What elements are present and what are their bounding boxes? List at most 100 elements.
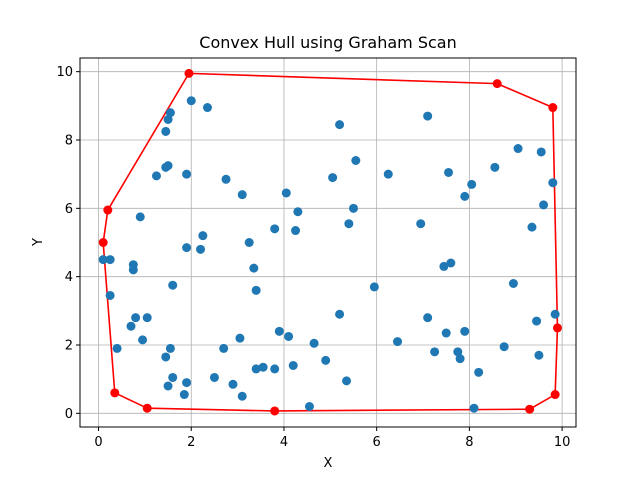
scatter-point <box>393 337 403 347</box>
y-tick-label: 2 <box>65 339 73 354</box>
scatter-point <box>474 367 484 377</box>
scatter-point <box>138 335 148 345</box>
hull-vertex <box>110 388 120 398</box>
scatter-point <box>423 313 433 323</box>
scatter-point <box>293 207 303 217</box>
scatter-point <box>135 212 145 222</box>
scatter-point <box>539 200 549 210</box>
scatter-point <box>235 333 245 343</box>
x-tick-label: 2 <box>187 435 195 450</box>
scatter-point <box>369 282 379 292</box>
scatter-point <box>219 343 229 353</box>
hull-vertex <box>103 205 113 215</box>
scatter-point <box>196 244 206 254</box>
hull-vertex <box>184 68 194 78</box>
hull-vertex <box>142 403 152 413</box>
scatter-point <box>161 352 171 362</box>
scatter-point <box>179 390 189 400</box>
scatter-point <box>328 173 338 183</box>
scatter-point <box>534 350 544 360</box>
scatter-point <box>304 402 314 411</box>
scatter-point <box>198 231 208 241</box>
scatter-point <box>251 285 261 295</box>
scatter-point <box>335 120 345 130</box>
scatter-point <box>444 167 454 177</box>
scatter-point <box>550 309 560 319</box>
x-tick-label: 6 <box>373 435 381 450</box>
hull-vertex <box>270 406 280 416</box>
x-axis-label: X <box>324 456 333 471</box>
scatter-point <box>441 328 451 338</box>
y-tick-label: 0 <box>65 407 73 422</box>
hull-layer <box>98 68 562 416</box>
scatter-point <box>291 226 301 236</box>
scatter-point <box>131 313 141 323</box>
scatter-point <box>251 364 261 374</box>
y-tick-label: 6 <box>65 202 73 217</box>
scatter-point <box>342 376 352 386</box>
scatter-point <box>455 354 465 364</box>
x-tick-label: 0 <box>94 435 102 450</box>
scatter-point <box>165 108 175 118</box>
scatter-point <box>105 290 115 300</box>
data-points <box>98 96 560 413</box>
scatter-point <box>416 219 426 229</box>
plot-area-frame <box>79 57 577 428</box>
scatter-point <box>351 156 361 165</box>
scatter-point <box>163 161 173 171</box>
scatter-point <box>460 191 470 201</box>
scatter-point <box>182 378 192 388</box>
hull-line <box>102 72 559 412</box>
hull-vertex <box>492 79 502 89</box>
x-tick-label: 8 <box>465 435 473 450</box>
y-axis-label: Y <box>31 238 46 247</box>
scatter-point <box>163 115 173 124</box>
scatter-point <box>142 313 152 323</box>
scatter-point <box>281 188 291 198</box>
scatter-point <box>98 255 108 265</box>
scatter-point <box>548 178 558 188</box>
scatter-point <box>182 243 192 253</box>
scatter-point <box>186 96 196 106</box>
scatter-point <box>469 403 479 413</box>
scatter-point <box>321 355 331 365</box>
scatter-point <box>209 372 219 382</box>
scatter-point <box>467 179 477 189</box>
scatter-point <box>274 326 284 336</box>
scatter-point <box>270 224 280 234</box>
scatter-point <box>237 190 247 200</box>
scatter-point <box>258 362 268 372</box>
scatter-point <box>168 280 178 290</box>
scatter-point <box>453 347 463 357</box>
hull-vertex <box>550 390 560 400</box>
x-tick-label: 4 <box>280 435 288 450</box>
y-tick-label: 4 <box>65 270 73 285</box>
scatter-point <box>228 379 238 389</box>
scatter-point <box>161 126 171 136</box>
scatter-point <box>202 103 212 113</box>
axis-ticks: 0 2 4 6 8 10 0 2 4 6 8 10 <box>56 65 570 450</box>
scatter-point <box>151 171 161 181</box>
scatter-point <box>163 381 173 391</box>
hull-vertex <box>525 404 535 414</box>
scatter-point <box>348 203 358 213</box>
x-tick-label: 10 <box>554 435 571 450</box>
scatter-point <box>249 263 259 273</box>
scatter-point <box>112 343 122 353</box>
scatter-point <box>513 144 523 154</box>
scatter-point <box>490 162 500 172</box>
scatter-point <box>309 338 319 348</box>
hull-vertex <box>552 323 562 333</box>
scatter-point <box>237 391 247 401</box>
scatter-point <box>165 343 175 353</box>
scatter-point <box>128 265 138 275</box>
grid-lines <box>80 58 576 427</box>
scatter-point <box>288 361 298 370</box>
scatter-point <box>536 147 546 157</box>
scatter-point <box>508 279 518 288</box>
scatter-point <box>527 222 537 232</box>
scatter-point <box>270 364 280 374</box>
y-tick-label: 8 <box>65 134 73 149</box>
scatter-point <box>460 326 470 336</box>
